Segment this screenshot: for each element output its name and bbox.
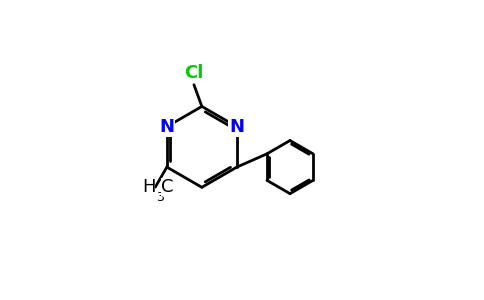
Text: Cl: Cl (184, 64, 204, 82)
Text: N: N (229, 118, 244, 136)
Text: H: H (142, 178, 155, 196)
Text: C: C (161, 178, 174, 196)
Text: N: N (159, 118, 174, 136)
Text: 3: 3 (156, 191, 165, 204)
